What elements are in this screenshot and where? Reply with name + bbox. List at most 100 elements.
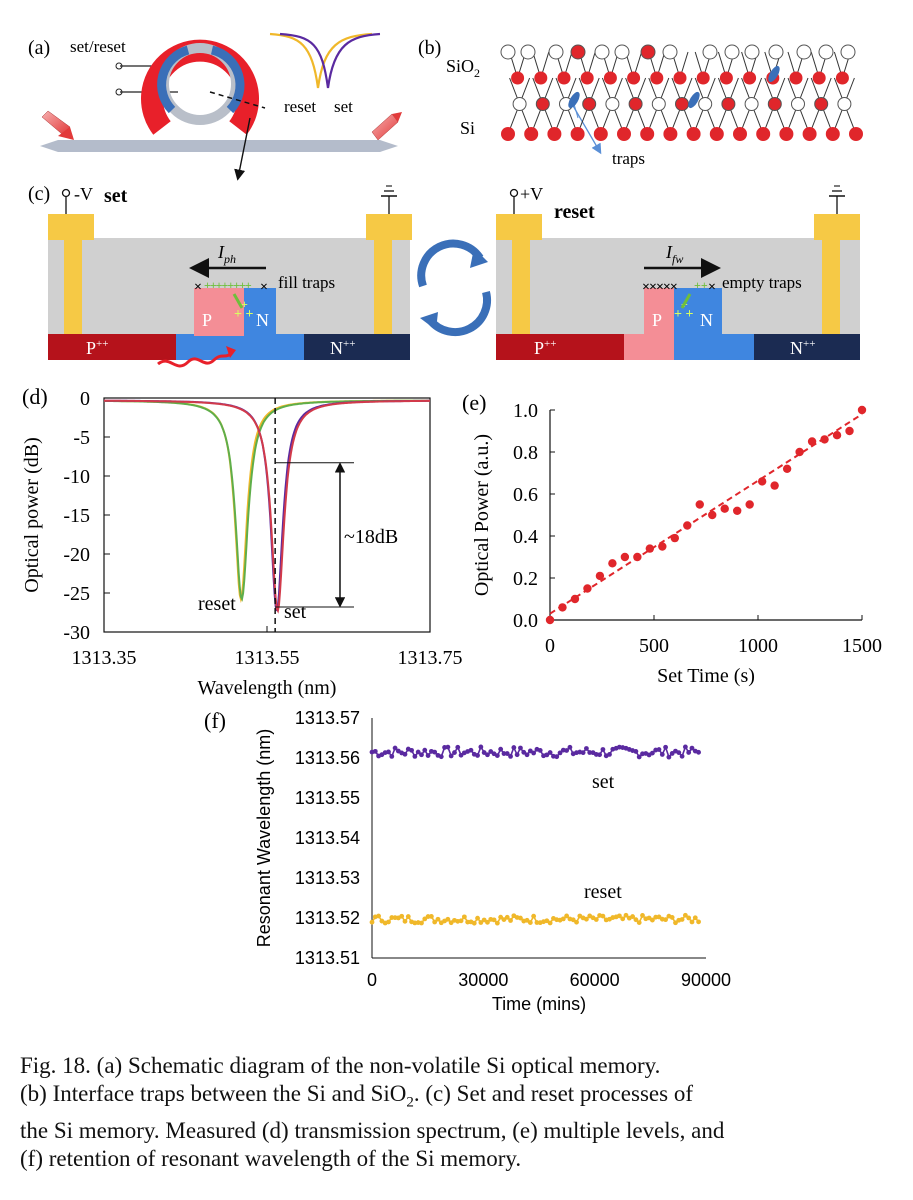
set-point [682,744,688,750]
data-point [770,481,779,490]
y-tick-label: 1313.52 [295,908,360,928]
y-tick-label: 1313.51 [295,948,360,968]
set-point [521,749,527,755]
reset-point [560,916,566,922]
reset-point [419,920,424,926]
x-tick-label: 30000 [458,970,508,990]
data-point [645,544,655,553]
data-point [708,510,717,520]
data-point [845,426,854,436]
reset-p: P [652,310,662,330]
set-point [412,754,418,759]
reset-point [574,919,579,925]
reset-point [669,915,675,920]
oxide-atom [696,71,710,85]
data-point [558,603,567,612]
data-point [795,447,804,457]
set-point [445,744,451,750]
oxide-atom [650,71,664,85]
figure-caption: Fig. 18. (a) Schematic diagram of the no… [20,1052,892,1173]
svg-text:+: + [241,297,248,311]
reset-point [531,913,537,919]
set-point [392,745,398,751]
set-point [659,752,665,757]
set-point [419,752,424,758]
interface-atom [535,97,550,111]
trap-icon [688,91,700,109]
reset-point [494,920,500,926]
reset-n: N [700,310,713,330]
data-point [633,552,642,562]
set-point [663,744,668,750]
x-axis-label: Wavelength (nm) [198,677,337,699]
panel-e: (e) 0.0 0.2 0.4 0.6 0.8 1.0 0 500 1000 1500 Set Ti… [462,390,882,687]
oxygen-atom [768,44,784,60]
set-point [448,753,454,759]
mini-reset-dip [269,32,373,89]
caption-line-1: Fig. 18. (a) Schematic diagram of the no… [20,1053,661,1078]
data-point [757,477,767,486]
reset-point [692,915,698,921]
reset-point [491,917,497,923]
y-tick-label: -20 [63,544,90,566]
reset-point [623,912,629,918]
data-point [608,559,617,568]
interface-atom [767,97,782,111]
data-point [832,431,842,440]
y-tick-label: 1313.55 [295,788,360,808]
x-tick-label: 1313.75 [398,647,463,669]
oxygen-atom [570,44,586,60]
mini-reset-label: reset [284,97,316,116]
reset-point [527,920,533,925]
reset-point [640,913,645,918]
reset-point [682,912,688,918]
y-tick-label: 0 [80,388,90,410]
oxide-atom [743,71,757,85]
oxide-atom [812,71,826,85]
panel-c: (c) -V set P++ N++ P N + + + [28,183,860,368]
y-tick-label: 0.2 [513,568,538,590]
set-point [494,753,500,759]
set-point [518,745,523,751]
reset-point [432,919,438,925]
reset-point [673,920,678,926]
figure-canvas: (a) set/reset reset set (b) SiO2 Si trap… [21,32,882,1014]
set-point [504,751,510,756]
set-point [524,752,530,758]
reset-point [547,920,553,926]
caption-line-2: (b) Interface traps between the Si and S… [20,1081,693,1111]
set-point [656,747,662,752]
set-spectrum-line [104,399,430,612]
x-tick-label: 0 [367,970,377,990]
set-point [455,744,461,750]
set-dip-label: set [284,601,307,623]
set-point [478,744,484,750]
set-point [597,752,603,758]
svg-text:++++++++: ++++++++ [204,278,252,292]
svg-text:×: × [194,280,202,295]
set-point [409,747,414,753]
y-axis-label: Optical power (dB) [21,437,43,593]
set-point [584,746,589,751]
set-point [531,750,537,756]
set-point [402,751,408,757]
x-tick-label: 1500 [842,635,882,657]
reset-point [376,913,381,919]
interface-atom [605,97,620,111]
data-point [620,552,630,562]
data-point [583,584,592,593]
interface-atom [582,97,597,111]
reset-title: reset [554,201,595,223]
interface-atom [512,97,527,111]
oxygen-atom [840,44,856,60]
set-point [666,754,672,760]
trap-icon [568,91,580,109]
interface-atom [744,97,759,111]
si-atom [779,127,794,141]
set-point [511,745,517,750]
reset-point [570,917,576,923]
reset-point [386,919,391,925]
reset-point [649,917,655,923]
set-point [386,749,391,755]
panel-e-label: (e) [462,390,486,415]
